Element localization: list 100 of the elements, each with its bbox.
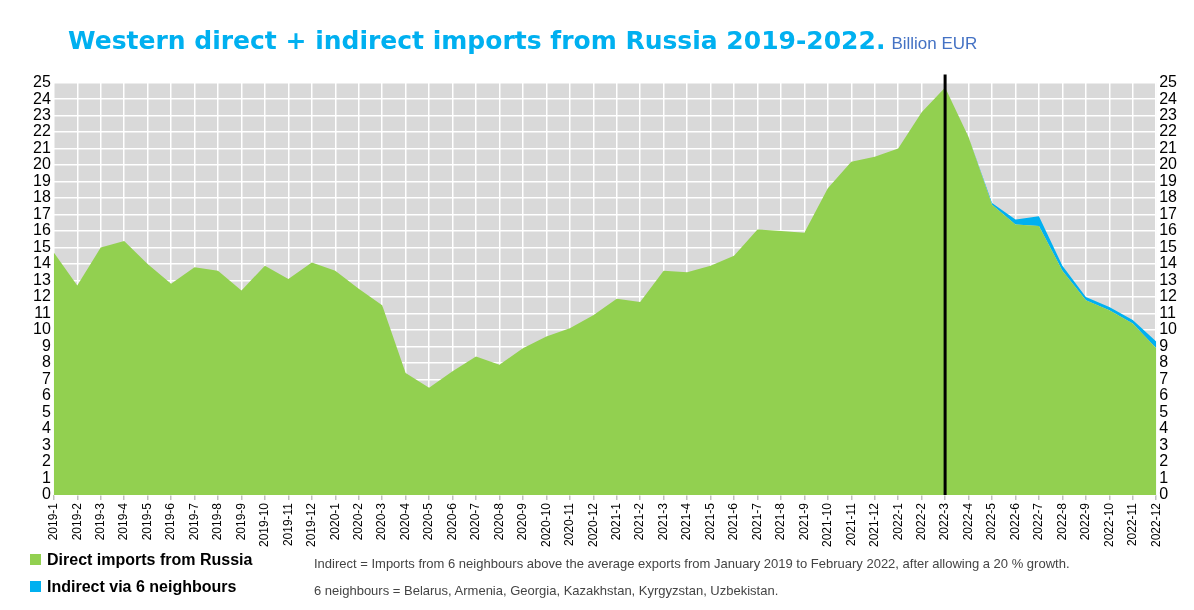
x-tick-label: 2022-6 — [1007, 502, 1022, 541]
y2-tick-label: 23 — [1159, 106, 1178, 123]
x-tick-label: 2019-10 — [257, 502, 272, 548]
x-tick-label: 2021-7 — [749, 502, 764, 541]
x-tick-label: 2021-11 — [843, 502, 858, 547]
x-tick-label: 2021-3 — [655, 502, 670, 541]
y-tick-label: 1 — [41, 468, 51, 486]
y-tick-label: 22 — [33, 122, 51, 140]
y2-tick-label: 21 — [1159, 138, 1178, 156]
x-tick-label: 2021-8 — [773, 502, 788, 541]
y2-tick-label: 14 — [1159, 254, 1178, 272]
y2-tick-label: 3 — [1159, 435, 1169, 453]
y2-tick-label: 1 — [1159, 468, 1169, 486]
x-tick-label: 2022-9 — [1078, 502, 1093, 541]
y2-tick-label: 15 — [1159, 237, 1178, 255]
x-tick-label: 2019-12 — [304, 502, 319, 548]
legend-label: Indirect via 6 neighbours — [47, 578, 237, 595]
x-tick-label: 2022-12 — [1148, 502, 1163, 548]
text: Indirect = Imports from 6 neighbours above the average exports from January 2019 to February 2022, after allowing a 20 % growth. — [314, 556, 1070, 571]
x-tick-label: 2019-1 — [46, 502, 61, 541]
y-tick-label: 19 — [33, 171, 51, 189]
x-tick-label: 2022-3 — [937, 502, 952, 541]
x-tick-label: 2021-6 — [726, 502, 741, 541]
y-tick-label: 24 — [33, 89, 51, 107]
x-tick-label: 2019-8 — [210, 502, 225, 541]
y-tick-label: 12 — [33, 287, 51, 305]
y-tick-label: 25 — [33, 73, 51, 91]
x-tick-label: 2019-3 — [93, 502, 108, 541]
y2-tick-label: 18 — [1159, 188, 1178, 206]
y-tick-label: 8 — [41, 353, 51, 371]
x-tick-label: 2019-4 — [116, 502, 131, 541]
y2-tick-label: 13 — [1159, 270, 1178, 288]
y2-tick-label: 16 — [1159, 221, 1178, 239]
y2-tick-label: 8 — [1159, 353, 1169, 371]
chart-subtitle: Billion EUR — [891, 34, 978, 53]
y2-tick-label: 20 — [1159, 155, 1178, 173]
x-tick-label: 2020-12 — [585, 502, 600, 548]
y-tick-label: 18 — [33, 188, 51, 206]
y-tick-label: 20 — [33, 155, 51, 173]
y2-tick-label: 24 — [1159, 89, 1178, 107]
y-tick-label: 7 — [41, 369, 51, 387]
y2-tick-label: 25 — [1159, 73, 1178, 91]
x-tick-label: 2021-4 — [679, 502, 694, 541]
x-tick-label: 2020-4 — [397, 502, 412, 541]
y-tick-label: 5 — [41, 402, 51, 420]
y2-tick-label: 4 — [1159, 419, 1169, 437]
x-tick-label: 2019-2 — [69, 502, 84, 541]
x-tick-label: 2019-6 — [163, 502, 178, 541]
y2-tick-label: 0 — [1159, 485, 1169, 503]
x-tick-label: 2019-5 — [139, 502, 154, 541]
y2-tick-label: 19 — [1159, 171, 1178, 189]
x-tick-label: 2019-9 — [233, 502, 248, 541]
y-tick-label: 6 — [41, 386, 51, 404]
y2-tick-label: 6 — [1159, 386, 1169, 404]
x-tick-label: 2022-4 — [960, 502, 975, 541]
legend-label: Direct imports from Russia — [47, 551, 253, 568]
y-tick-label: 3 — [41, 435, 51, 453]
y2-tick-label: 12 — [1159, 287, 1178, 305]
x-tick-label: 2022-7 — [1031, 502, 1046, 541]
x-tick-label: 2019-11 — [280, 502, 295, 547]
x-tick-label: 2022-11 — [1125, 502, 1140, 547]
y2-tick-label: 10 — [1159, 320, 1178, 338]
x-tick-label: 2020-10 — [538, 502, 553, 548]
y2-tick-label: 9 — [1159, 336, 1169, 354]
x-tick-label: 2022-5 — [984, 502, 999, 541]
x-tick-label: 2020-1 — [327, 502, 342, 541]
y2-tick-label: 5 — [1159, 402, 1169, 420]
y-tick-label: 0 — [41, 485, 51, 503]
y2-tick-label: 17 — [1159, 204, 1178, 222]
x-tick-label: 2021-1 — [609, 502, 624, 541]
chart-title: Western direct + indirect imports from Russia 2019-2022. — [68, 26, 886, 55]
y2-tick-label: 22 — [1159, 122, 1178, 140]
x-tick-label: 2022-10 — [1101, 502, 1116, 548]
y2-tick-label: 7 — [1159, 369, 1169, 387]
x-tick-label: 2021-2 — [632, 502, 647, 541]
y-tick-label: 10 — [33, 320, 51, 338]
y-tick-label: 16 — [33, 221, 51, 239]
x-tick-label: 2022-8 — [1054, 502, 1069, 541]
y-tick-label: 4 — [41, 419, 51, 437]
x-tick-label: 2020-11 — [562, 502, 577, 547]
x-tick-label: 2020-2 — [351, 502, 366, 541]
y-tick-label: 21 — [33, 138, 51, 156]
x-tick-label: 2020-9 — [515, 502, 530, 541]
x-tick-label: 2020-7 — [468, 502, 483, 541]
x-tick-label: 2019-7 — [186, 502, 201, 541]
x-tick-label: 2021-5 — [702, 502, 717, 541]
y-tick-label: 17 — [33, 204, 51, 222]
y-tick-label: 9 — [41, 336, 51, 354]
x-tick-label: 2022-1 — [890, 502, 905, 541]
x-tick-label: 2020-6 — [444, 502, 459, 541]
y-tick-label: 15 — [33, 237, 51, 255]
y-tick-label: 23 — [33, 106, 51, 123]
x-tick-label: 2020-3 — [374, 502, 389, 541]
y2-tick-label: 11 — [1159, 303, 1176, 321]
text: 6 neighbours = Belarus, Armenia, Georgia, Kazakhstan, Kyrgyzstan, Uzbekistan. — [314, 583, 780, 598]
y-tick-label: 13 — [33, 270, 51, 288]
x-tick-label: 2020-5 — [421, 502, 436, 541]
y-tick-label: 14 — [33, 254, 51, 272]
x-tick-label: 2021-10 — [820, 502, 835, 548]
x-tick-label: 2022-2 — [913, 502, 928, 541]
